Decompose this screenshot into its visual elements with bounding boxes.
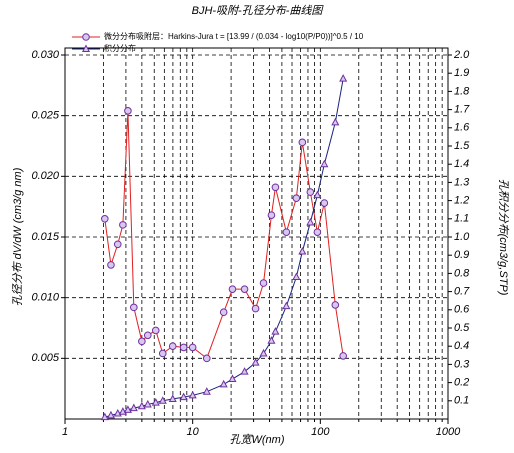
marker — [240, 285, 249, 293]
marker — [282, 301, 291, 310]
marker — [123, 405, 132, 413]
marker — [339, 74, 348, 82]
marker — [143, 399, 152, 408]
marker — [130, 303, 138, 312]
y2-tick-label: 0.5 — [454, 322, 470, 334]
marker — [143, 331, 152, 340]
marker — [292, 272, 301, 281]
marker — [228, 285, 237, 293]
marker — [124, 107, 132, 115]
marker — [168, 394, 177, 402]
y2-tick-label: 1.9 — [454, 67, 469, 79]
y2-tick-label: 1.0 — [454, 231, 470, 243]
marker — [306, 188, 315, 196]
y2-tick-label: 0.7 — [454, 286, 470, 298]
y-tick-label: 0.025 — [31, 110, 59, 122]
marker — [107, 261, 115, 269]
marker — [202, 387, 211, 395]
marker — [179, 343, 188, 352]
marker — [320, 159, 329, 168]
marker — [106, 410, 115, 419]
y-tick-label: 0.010 — [31, 292, 59, 304]
y2-tick-label: 0.4 — [454, 340, 469, 352]
y2-tick-label: 1.5 — [454, 140, 470, 152]
legend-label: 积分分布 — [104, 43, 136, 53]
legend-label: 微分分布吸附层：Harkins-Jura t = [13.99 / (0.034… — [104, 31, 364, 41]
marker — [251, 358, 260, 366]
y-tick-label: 0.020 — [31, 170, 59, 182]
marker — [313, 190, 322, 199]
x-tick-label: 100 — [311, 426, 330, 438]
marker — [267, 336, 276, 344]
y2-tick-label: 1.3 — [454, 176, 470, 188]
marker — [151, 326, 160, 335]
marker — [259, 348, 268, 357]
marker — [228, 374, 237, 382]
y2-tick-label: 0.1 — [454, 395, 469, 407]
marker — [320, 199, 329, 207]
marker — [168, 342, 177, 351]
marker — [137, 401, 146, 410]
x-tick-label: 1000 — [436, 426, 461, 438]
marker — [101, 215, 109, 223]
series-line — [104, 78, 344, 418]
x-tick-label: 10 — [187, 426, 200, 438]
marker — [259, 279, 268, 287]
marker — [202, 354, 211, 363]
y2-axis-label: 孔积分分布(cm3/g,STP) — [497, 179, 510, 296]
marker — [313, 228, 322, 236]
y2-tick-label: 1.2 — [454, 195, 469, 207]
y2-tick-label: 1.1 — [454, 213, 469, 225]
marker — [100, 412, 109, 421]
x-tick-label: 1 — [62, 426, 68, 438]
marker — [138, 337, 146, 346]
marker — [298, 246, 307, 255]
marker — [251, 304, 260, 313]
y2-tick-label: 0.6 — [454, 304, 470, 316]
marker — [271, 327, 280, 335]
marker — [331, 301, 340, 309]
y2-tick-label: 1.6 — [454, 122, 470, 134]
marker — [113, 240, 122, 249]
y2-tick-label: 0.9 — [454, 249, 469, 261]
marker — [219, 379, 228, 388]
chart-title: BJH-吸附-孔径分布-曲线图 — [192, 4, 325, 17]
marker — [267, 211, 276, 219]
marker — [339, 352, 347, 360]
y2-tick-label: 0.8 — [454, 267, 470, 279]
marker — [158, 396, 167, 404]
marker — [129, 403, 138, 412]
marker — [188, 390, 197, 399]
marker — [151, 398, 160, 406]
y2-tick-label: 1.7 — [454, 104, 470, 116]
marker — [292, 194, 301, 202]
marker — [179, 392, 188, 401]
y-tick-label: 0.015 — [31, 231, 59, 243]
marker — [240, 367, 249, 375]
x-axis-label: 孔宽W(nm) — [230, 433, 285, 446]
legend-marker — [82, 33, 90, 41]
marker — [119, 221, 127, 229]
y-tick-label: 0.030 — [31, 49, 59, 61]
y-tick-label: 0.005 — [31, 352, 59, 364]
marker — [271, 183, 280, 192]
marker — [158, 349, 167, 358]
y2-tick-label: 0.2 — [454, 377, 469, 389]
y2-tick-label: 1.8 — [454, 85, 470, 97]
marker — [306, 217, 315, 226]
marker — [219, 308, 228, 317]
marker — [282, 228, 291, 236]
y2-tick-label: 2.0 — [453, 49, 470, 61]
y2-tick-label: 0.3 — [454, 358, 470, 370]
y-axis-label: 孔径分布 dV/dW (cm3/g nm) — [11, 167, 24, 306]
marker — [298, 138, 307, 147]
marker — [188, 343, 197, 352]
y2-tick-label: 1.4 — [454, 158, 469, 170]
marker — [331, 117, 340, 126]
legend-marker — [81, 44, 91, 52]
